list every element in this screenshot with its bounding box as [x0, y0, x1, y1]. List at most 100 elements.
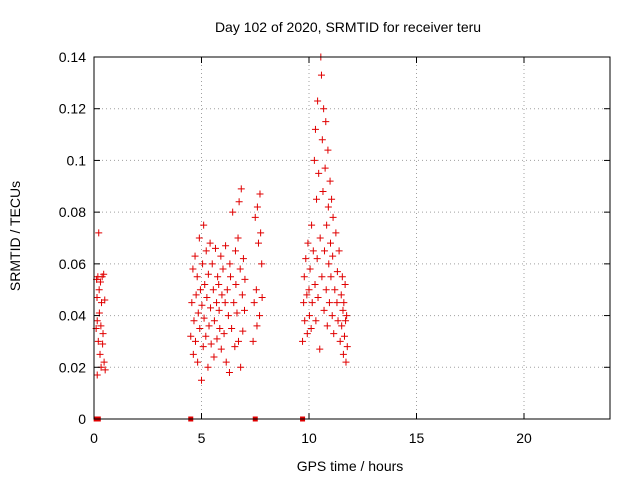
data-point [303, 291, 311, 299]
data-point [237, 363, 245, 371]
data-point [204, 270, 212, 278]
data-point [203, 293, 211, 301]
data-point [225, 368, 233, 376]
data-point [241, 306, 248, 314]
data-point [327, 273, 335, 281]
data-point [311, 125, 319, 133]
y-tick-label: 0.1 [67, 152, 87, 168]
data-point [95, 286, 103, 294]
data-point [312, 317, 320, 325]
data-point [222, 358, 230, 366]
data-point [340, 332, 348, 340]
data-point [322, 118, 330, 126]
data-point [101, 296, 109, 304]
data-point [205, 322, 213, 330]
data-point [310, 156, 318, 164]
y-axis-label: SRMTID / TECUs [7, 181, 23, 291]
data-point [300, 273, 308, 281]
data-point [93, 293, 101, 301]
data-point [326, 177, 334, 185]
data-point [191, 252, 199, 260]
data-point [97, 322, 105, 330]
y-tick-label: 0.12 [59, 101, 86, 117]
data-point [342, 317, 350, 325]
data-point [253, 322, 261, 330]
data-point [99, 340, 107, 348]
data-point [342, 358, 350, 366]
data-point [318, 273, 326, 281]
data-point [198, 376, 205, 384]
x-axis-label: GPS time / hours [297, 458, 404, 474]
data-point [327, 239, 334, 247]
data-point [320, 105, 328, 113]
data-point [235, 198, 243, 206]
data-point [324, 146, 332, 154]
data-point [303, 330, 311, 338]
data-point [237, 185, 245, 193]
data-point [304, 239, 312, 247]
data-point [230, 299, 238, 307]
data-point [194, 358, 202, 366]
data-point [313, 195, 321, 203]
data-point [325, 299, 333, 307]
data-point [254, 239, 262, 247]
data-point [323, 221, 331, 229]
data-point [323, 322, 331, 330]
data-point [322, 286, 330, 294]
plot-frame [93, 56, 611, 420]
data-point [343, 312, 351, 320]
data-point [302, 255, 310, 263]
data-point [228, 325, 236, 332]
data-point [306, 265, 314, 273]
data-point [335, 247, 343, 255]
data-point [223, 286, 231, 294]
data-point [211, 244, 219, 252]
data-point [253, 203, 261, 211]
data-point [316, 234, 324, 242]
data-point [208, 260, 216, 268]
data-point [239, 255, 247, 263]
x-tick-label: 15 [409, 430, 425, 446]
data-point [229, 208, 237, 216]
data-point [238, 291, 246, 299]
data-point [343, 343, 351, 351]
data-point [336, 337, 344, 345]
x-tick-label: 10 [301, 430, 317, 446]
data-point [324, 203, 332, 211]
data-point [314, 293, 322, 301]
data-point [94, 337, 102, 345]
chart-title: Day 102 of 2020, SRMTID for receiver ter… [215, 19, 481, 35]
data-point [311, 281, 319, 289]
data-point [257, 229, 265, 237]
x-tick-label: 20 [516, 430, 532, 446]
data-point [313, 255, 321, 263]
data-point [328, 312, 336, 320]
data-point [334, 317, 342, 325]
data-point [101, 366, 109, 374]
x-tick-label: 5 [198, 430, 206, 446]
data-point [328, 195, 336, 203]
data-point [333, 299, 341, 307]
data-point [299, 337, 307, 345]
data-point [249, 337, 257, 345]
data-point [200, 221, 208, 229]
data-point [340, 299, 348, 307]
data-point [339, 350, 347, 358]
data-point [199, 260, 207, 268]
data-point [256, 190, 264, 198]
data-point [329, 213, 337, 221]
data-point [316, 345, 324, 353]
data-point [319, 187, 327, 195]
data-point [226, 260, 234, 268]
data-point [338, 273, 346, 281]
y-tick-label: 0.02 [59, 359, 86, 375]
data-point [100, 270, 108, 278]
data-point [233, 309, 241, 317]
data-point [210, 317, 218, 325]
data-point [305, 312, 313, 320]
data-point [329, 252, 337, 260]
data-point [222, 242, 230, 250]
data-point [93, 317, 101, 325]
data-point [189, 350, 197, 358]
data-point [96, 350, 104, 358]
